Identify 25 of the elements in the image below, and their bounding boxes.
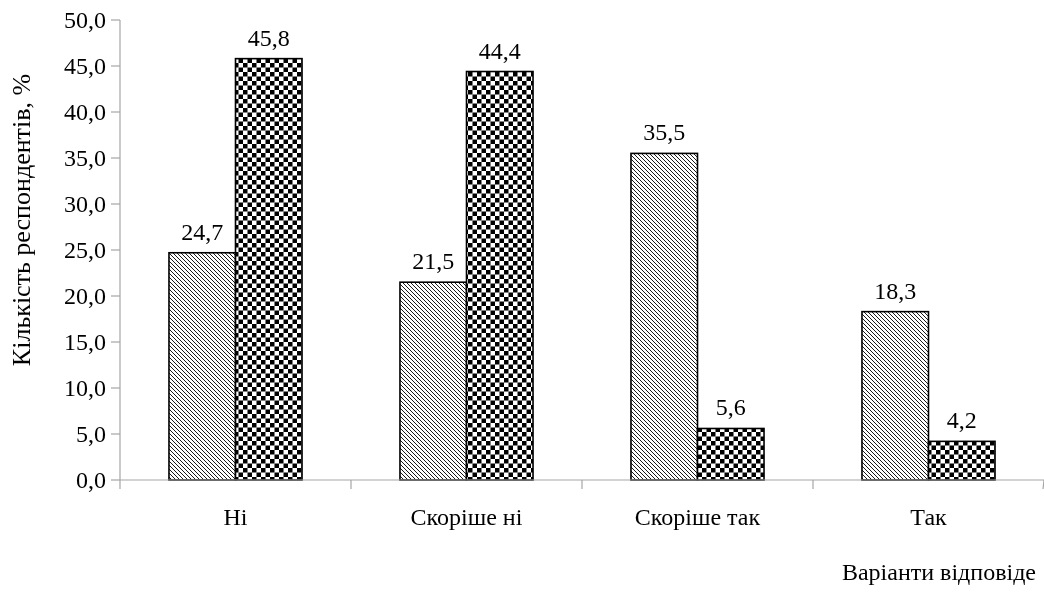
y-tick-label: 40,0 <box>64 99 106 126</box>
y-tick-label: 15,0 <box>64 329 106 356</box>
data-label: 44,4 <box>478 37 521 64</box>
y-axis-title: Кількість респондентів, % <box>7 73 36 367</box>
x-tick-label: Скоріше так <box>634 504 761 530</box>
y-tick-label: 10,0 <box>64 375 106 402</box>
data-label: 5,6 <box>715 394 746 421</box>
y-tick-label: 35,0 <box>64 145 106 172</box>
y-tick-label: 50,0 <box>64 7 106 34</box>
x-tick-label: Ні <box>223 504 248 530</box>
x-axis-title: Варіанти відповіде <box>841 559 1036 585</box>
x-tick-label: Скоріше ні <box>410 504 523 530</box>
data-label: 24,7 <box>181 218 224 245</box>
y-tick-label: 45,0 <box>64 53 106 80</box>
data-label: 4,2 <box>946 407 977 434</box>
data-label: 35,5 <box>643 119 686 146</box>
y-tick-label: 0,0 <box>76 467 106 494</box>
x-tick-label: Так <box>910 504 948 530</box>
y-tick-label: 5,0 <box>76 421 106 448</box>
data-label: 45,8 <box>247 24 290 51</box>
y-tick-label: 20,0 <box>64 283 106 310</box>
y-tick-label: 30,0 <box>64 191 106 218</box>
y-tick-label: 25,0 <box>64 237 106 264</box>
data-label: 21,5 <box>412 248 455 275</box>
data-label: 18,3 <box>874 277 917 304</box>
